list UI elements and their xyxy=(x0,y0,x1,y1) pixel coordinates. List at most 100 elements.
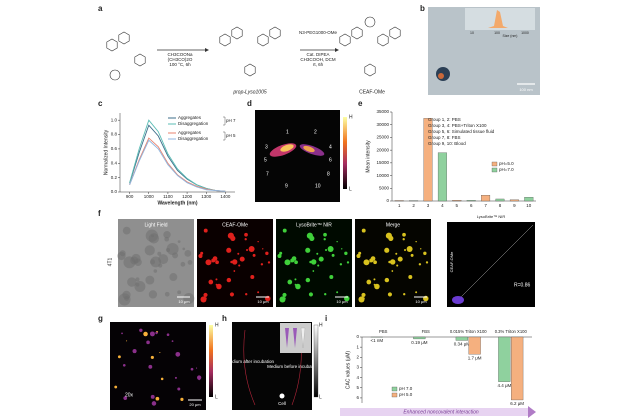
signal xyxy=(150,355,154,360)
annotation: Cell xyxy=(278,401,286,406)
arrow-band xyxy=(340,408,528,416)
region-label: 1 xyxy=(286,129,289,135)
x-tick-label: 6 xyxy=(470,203,473,208)
merge-signal xyxy=(384,277,390,283)
condition: Cat. DIPEA xyxy=(306,52,329,57)
data-label: 1.7 μM xyxy=(468,355,482,360)
red-signal xyxy=(267,261,271,264)
x-tick-label: 3 xyxy=(427,203,430,208)
annotation: Group 9, 10: Blood xyxy=(428,141,466,146)
merge-signal xyxy=(420,248,422,250)
merge-signal xyxy=(410,253,414,257)
signal xyxy=(122,363,126,367)
region-label: 7 xyxy=(266,171,269,177)
coloc-y-label: CEAF-OMe xyxy=(449,251,454,272)
green-signal xyxy=(305,247,311,253)
scale-bar-label: 100 nm xyxy=(519,87,533,92)
green-signal xyxy=(331,253,335,257)
y-tick-label: 1 xyxy=(356,344,359,349)
signal xyxy=(126,340,128,342)
condition: 100 °C, 6h xyxy=(169,62,191,67)
cell-texture xyxy=(184,249,192,257)
bar xyxy=(394,200,404,202)
red-signal xyxy=(233,270,236,272)
x-tick-label: 1 xyxy=(398,203,401,208)
region-label: 5 xyxy=(264,157,267,163)
channel-title: Merge xyxy=(386,222,400,228)
cell-texture xyxy=(122,226,131,235)
red-signal xyxy=(237,252,240,255)
merge-signal xyxy=(404,249,407,252)
cell-texture xyxy=(148,290,158,299)
green-signal xyxy=(339,263,343,266)
green-signal xyxy=(277,253,282,259)
merge-signal xyxy=(418,263,422,266)
inset-tick: 10 xyxy=(470,31,474,35)
cell-signal xyxy=(279,393,285,399)
data-label: 0.19 μM xyxy=(411,340,428,345)
green-signal xyxy=(295,283,301,290)
merge-signal xyxy=(373,260,377,265)
signal xyxy=(177,387,181,391)
green-signal xyxy=(305,277,311,283)
red-signal xyxy=(215,278,218,281)
green-signal xyxy=(283,297,286,300)
x-tick-label: 1000 xyxy=(144,194,155,199)
condition: (CH3CO)2O xyxy=(168,57,193,62)
cell-texture xyxy=(144,245,155,256)
ring xyxy=(219,33,231,47)
y-tick-label: 3 xyxy=(356,365,359,370)
green-signal xyxy=(346,261,350,264)
region-label: 4 xyxy=(329,144,332,150)
x-tick-label: 2 xyxy=(412,203,415,208)
red-signal xyxy=(215,260,219,265)
signal xyxy=(139,328,143,333)
green-signal xyxy=(329,275,334,280)
coloc-x-label: LysoBrite™ NIR xyxy=(477,214,506,219)
signal xyxy=(143,331,148,337)
red-signal xyxy=(250,275,255,280)
cell-texture xyxy=(163,231,171,239)
legend-label: pH 7.0 xyxy=(399,386,413,391)
red-signal xyxy=(257,291,260,294)
y-tick-label: 30000 xyxy=(376,122,389,127)
annotation: Medium after incubation xyxy=(226,359,275,364)
merge-signal xyxy=(370,256,376,261)
signal xyxy=(166,333,170,337)
red-signal xyxy=(208,279,214,285)
cell-texture xyxy=(127,277,137,287)
inset-xlabel: Size (nm) xyxy=(503,34,518,38)
legend-label: pH=7.0 xyxy=(499,167,514,172)
colorbar xyxy=(209,325,213,397)
ring xyxy=(231,26,243,40)
merge-signal xyxy=(363,259,370,266)
green-signal xyxy=(323,232,327,237)
condition: CH3COONa xyxy=(167,52,193,57)
cell-texture xyxy=(166,243,179,255)
merge-signal xyxy=(402,232,406,237)
legend-label: Disaggregation xyxy=(178,121,209,126)
red-signal xyxy=(245,293,248,296)
legend-group: pH 7 xyxy=(226,118,236,123)
ring xyxy=(134,53,146,67)
green-signal xyxy=(284,259,291,266)
red-signal xyxy=(226,247,232,253)
cell-texture xyxy=(164,291,170,297)
scale-bar-label: 10 μm xyxy=(178,299,190,304)
red-signal xyxy=(252,253,256,257)
red-signal xyxy=(262,248,264,250)
scale-bar-label: 10 μm xyxy=(257,299,269,304)
signal xyxy=(150,394,155,399)
bar xyxy=(452,200,462,202)
y-tick-label: 0.8 xyxy=(111,132,118,137)
correlation: R=0.86 xyxy=(514,282,530,288)
green-signal xyxy=(318,256,324,262)
red-signal xyxy=(246,249,249,252)
y-tick-label: 0 xyxy=(386,198,389,203)
cell-texture xyxy=(187,260,193,265)
green-signal xyxy=(317,264,320,267)
merge-signal xyxy=(361,228,366,233)
annotation: Group 1, 2: PBS xyxy=(428,117,461,122)
merge-signal xyxy=(390,259,396,265)
